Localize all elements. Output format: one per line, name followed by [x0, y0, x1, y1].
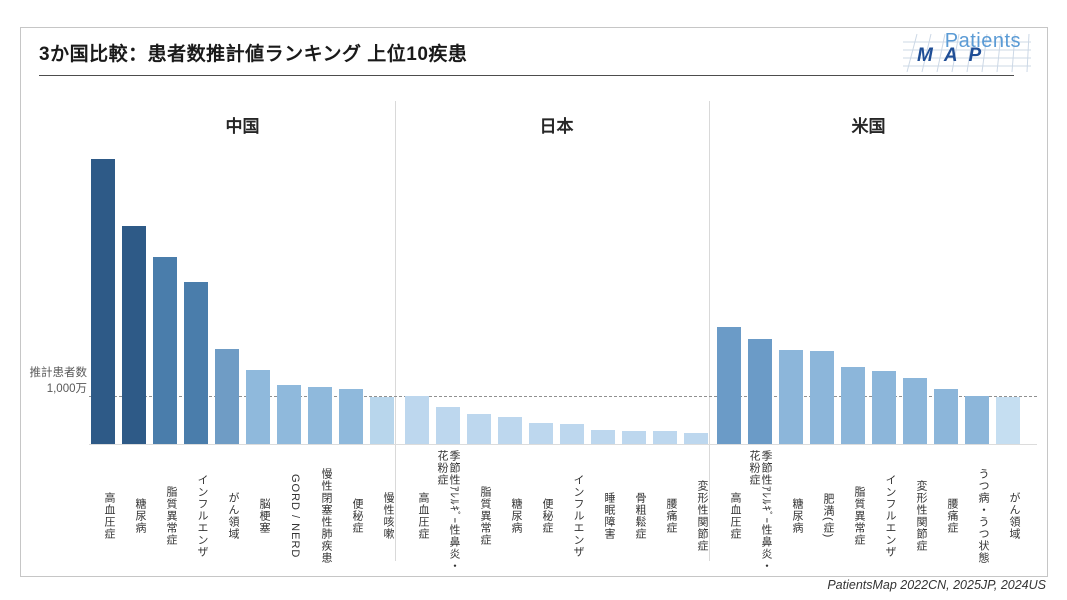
bar-label: インフルエンザ [196, 474, 208, 558]
bar-label: がん領域 [227, 492, 239, 540]
y-axis-label-line2: 1,000万 [46, 383, 87, 395]
bar [717, 327, 741, 444]
country-header-usa: 米国 [851, 117, 886, 136]
bar [748, 339, 772, 444]
bar [91, 159, 115, 444]
bar [872, 371, 896, 444]
bar [684, 433, 708, 444]
section-divider-1 [395, 101, 396, 561]
bar-label: 脂質異常症 [853, 486, 865, 546]
bar-label: 糖尿病 [134, 498, 146, 534]
bar-label: 変形性関節症 [696, 480, 708, 552]
title-divider [39, 75, 1014, 76]
report-card: 3か国比較：患者数推計値ランキング 上位10疾患 Patients MAP [20, 27, 1048, 577]
bar-label: 肥満(症) [822, 493, 834, 539]
bar [467, 414, 491, 444]
bar [810, 351, 834, 444]
bar [653, 431, 677, 444]
country-header-japan: 日本 [539, 117, 574, 136]
bar-label: GORD / NERD [289, 473, 301, 559]
bar [122, 226, 146, 444]
bar-label: 変形性関節症 [915, 480, 927, 552]
bar [965, 396, 989, 444]
bar-label: 睡眠障害 [603, 492, 615, 540]
logo-grid-icon [903, 33, 1031, 72]
bar [591, 430, 615, 444]
bar [841, 367, 865, 444]
bar-label: 高血圧症 [729, 492, 741, 540]
logo-text-map: MAP [917, 45, 993, 66]
bar-label: 脂質異常症 [165, 486, 177, 546]
bar-label: がん領域 [1008, 492, 1020, 540]
bar-label: 便秘症 [351, 498, 363, 534]
logo-text-patients: Patients [944, 30, 1021, 52]
bar [560, 424, 584, 444]
bar [903, 378, 927, 444]
bar-label: 腰痛症 [946, 498, 958, 534]
source-note: PatientsMap 2022CN, 2025JP, 2024US [827, 578, 1046, 592]
bar [779, 350, 803, 444]
labels-row-2: 高血圧症 季節性ｱﾚﾙｷﾞｰ性鼻炎・花粉症 糖尿病 肥満(症) 脂質異常症 インフルエンザ… [717, 450, 1020, 582]
bar-label: 脂質異常症 [479, 486, 491, 546]
section-divider-2 [709, 101, 710, 561]
labels-row-1: 高血圧症 季節性ｱﾚﾙｷﾞｰ性鼻炎・花粉症 脂質異常症 糖尿病 便秘症 インフルエンザ 睡眠… [405, 450, 708, 582]
bars-row-2 [717, 144, 1020, 444]
bar [405, 396, 429, 444]
bar [339, 389, 363, 444]
bar-label: インフルエンザ [884, 474, 896, 558]
bar [934, 389, 958, 444]
gridline-10-million [89, 396, 1037, 397]
bar [498, 417, 522, 444]
bar-label: 高血圧症 [417, 492, 429, 540]
bar [153, 257, 177, 444]
page-title: 3か国比較：患者数推計値ランキング 上位10疾患 [39, 44, 468, 65]
bar-label: うつ病・うつ状態 [977, 468, 989, 564]
bar [529, 423, 553, 444]
labels-row-0: 高血圧症 糖尿病 脂質異常症 インフルエンザ がん領域 脳梗塞 GORD / NERD 慢性閉… [91, 450, 394, 582]
bar [370, 397, 394, 444]
bar [308, 387, 332, 444]
bar-label: 糖尿病 [791, 498, 803, 534]
bar [215, 349, 239, 444]
x-axis-line [89, 444, 1037, 445]
bar-label: 骨粗鬆症 [634, 492, 646, 540]
bar [277, 385, 301, 444]
patientsmap-logo: Patients MAP [903, 30, 1031, 72]
bars-row-0 [91, 144, 394, 444]
bar-label: 高血圧症 [103, 492, 115, 540]
bars-row-1 [405, 144, 708, 444]
bar-label: 腰痛症 [665, 498, 677, 534]
bar [436, 407, 460, 444]
bar-label: インフルエンザ [572, 474, 584, 558]
bar [184, 282, 208, 444]
y-axis-label-line1: 推計患者数 [29, 367, 88, 379]
bar-label: 脳梗塞 [258, 498, 270, 534]
y-axis-label: 推計患者数 1,000万 [21, 365, 88, 397]
bar-label: 慢性閉塞性肺疾患 [320, 468, 332, 564]
bar-label: 季節性ｱﾚﾙｷﾞｰ性鼻炎・花粉症 [748, 450, 772, 572]
bar [246, 370, 270, 444]
bar-label: 便秘症 [541, 498, 553, 534]
bar [622, 431, 646, 444]
bar-label: 季節性ｱﾚﾙｷﾞｰ性鼻炎・花粉症 [436, 450, 460, 572]
bar-label: 糖尿病 [510, 498, 522, 534]
bar-label: 慢性咳嗽 [382, 492, 394, 540]
country-header-china: 中国 [225, 117, 260, 136]
bar [996, 397, 1020, 444]
